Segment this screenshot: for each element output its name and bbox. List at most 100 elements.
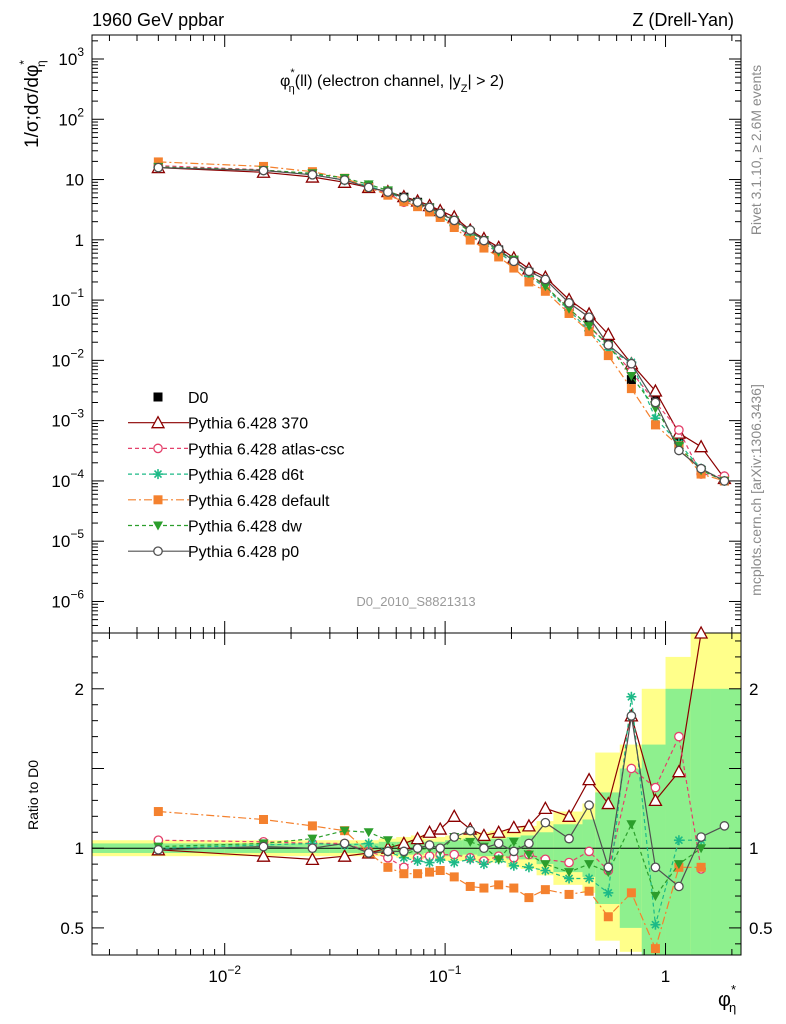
marker (153, 469, 163, 480)
marker (383, 862, 393, 872)
marker (435, 854, 446, 865)
marker-stroke (153, 470, 163, 479)
marker (412, 843, 423, 854)
marker (648, 383, 663, 397)
marker (626, 711, 637, 721)
marker (479, 883, 489, 893)
marker (339, 826, 350, 836)
marker (626, 888, 636, 898)
marker (478, 859, 489, 870)
marker (424, 202, 435, 213)
marker (650, 862, 661, 873)
ratio-line-dw (158, 822, 702, 898)
marker (603, 340, 614, 350)
ratio-series-default (153, 807, 706, 954)
marker (696, 844, 707, 854)
marker (363, 838, 374, 849)
marker (465, 825, 476, 836)
marker (435, 843, 446, 854)
marker (584, 312, 594, 323)
marker (307, 843, 318, 854)
marker (479, 243, 489, 253)
marker (540, 274, 551, 285)
marker-stroke (541, 866, 550, 875)
marker (564, 868, 575, 878)
marker (449, 832, 460, 842)
marker (494, 252, 504, 262)
marker (435, 866, 445, 876)
marker (524, 266, 534, 277)
marker (626, 691, 637, 702)
marker (626, 820, 637, 830)
header-process: Z (Drell-Yan) (632, 10, 734, 30)
marker (307, 834, 318, 844)
analysis-watermark: D0_2010_S8821313 (356, 594, 475, 609)
y-tick-label: 10−6 (51, 587, 84, 611)
marker (584, 846, 594, 857)
data-series (151, 157, 732, 954)
marker (508, 860, 519, 871)
marker (465, 837, 476, 847)
marker (603, 351, 613, 361)
marker (153, 157, 163, 167)
legend-label-default: Pythia 6.428 default (188, 493, 330, 510)
marker (626, 763, 637, 774)
marker-stroke (627, 692, 636, 701)
marker (449, 857, 460, 868)
marker (449, 872, 459, 882)
legend-label-D0: D0 (188, 390, 209, 407)
marker-stroke (604, 888, 613, 897)
marker (153, 162, 164, 173)
marker (433, 821, 448, 835)
plot-title: φ* η(ll) (electron channel, |yZ| > 2) (280, 67, 504, 95)
marker (584, 886, 594, 896)
marker (540, 885, 550, 895)
marker (258, 841, 269, 852)
y-tick-label: 10−5 (51, 527, 84, 551)
marker (339, 838, 350, 849)
marker (493, 838, 504, 849)
marker-stroke (425, 858, 434, 867)
y-tick-label: 10−1 (51, 286, 84, 310)
marker (479, 235, 489, 246)
marker (382, 836, 393, 846)
ratio-uncertainty-bands (92, 633, 742, 955)
marker (673, 835, 684, 846)
marker (696, 832, 706, 842)
marker-stroke (364, 839, 373, 848)
y-tick-label: 10 (65, 171, 84, 190)
marker (603, 862, 614, 873)
marker (256, 848, 271, 862)
marker (650, 919, 661, 930)
marker (523, 850, 534, 860)
marker (564, 833, 574, 844)
marker (424, 840, 435, 850)
marker (561, 808, 577, 822)
y-tick-label: 10−4 (51, 467, 84, 491)
marker (424, 857, 435, 868)
marker (307, 821, 317, 831)
marker (584, 873, 595, 884)
marker (603, 912, 613, 922)
marker (523, 862, 534, 873)
marker (674, 425, 684, 435)
marker (508, 846, 519, 857)
marker (584, 800, 594, 811)
marker (493, 244, 504, 255)
ratio-y-tick-label-right: 0.5 (749, 919, 773, 938)
ratio-y-tick-label: 0.5 (60, 919, 84, 938)
marker (493, 855, 504, 865)
main-y-axis-label: 1/σ;dσ/dφ* η (17, 60, 48, 148)
marker-stroke (564, 874, 574, 883)
marker (509, 263, 519, 273)
marker (564, 857, 574, 868)
marker (305, 851, 320, 866)
marker (650, 782, 661, 793)
marker (449, 849, 460, 860)
marker (399, 192, 409, 203)
marker (648, 793, 663, 807)
marker-stroke (413, 856, 422, 866)
legend-label-p0: Pythia 6.428 p0 (188, 544, 299, 561)
marker (506, 820, 521, 834)
